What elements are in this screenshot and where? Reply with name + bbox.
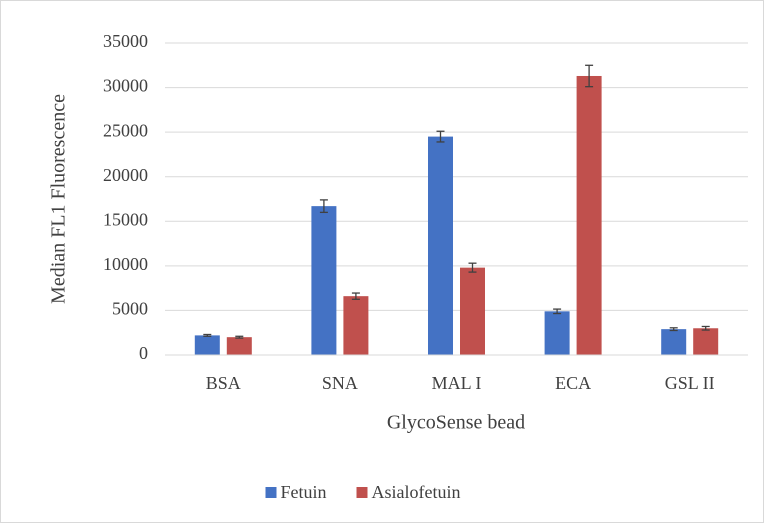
y-tick-label: 5000 [112,299,148,319]
error-bar [585,64,594,88]
bar [311,206,337,355]
y-tick-label: 15000 [103,209,148,229]
error-bar [436,130,445,143]
bar [661,329,687,355]
x-axis-title: GlycoSense bead [387,412,525,434]
error-bar [669,327,678,332]
y-tick-label: 10000 [103,254,148,274]
y-tick-label: 35000 [103,31,148,51]
bar [544,311,570,355]
bar [194,335,220,355]
bar [343,296,369,355]
y-tick-label: 0 [139,343,148,363]
error-bar [203,333,212,337]
error-bar [701,325,710,331]
legend-label: Asialofetuin [372,482,461,502]
bar [576,75,602,356]
legend-swatch [356,487,368,498]
x-tick-label: ECA [555,373,591,393]
y-axis-title: Median FL1 Fluorescence [48,94,70,304]
error-bar [468,262,477,273]
x-tick-label: SNA [322,373,358,393]
x-tick-label: BSA [206,373,241,393]
x-tick-label: GSL II [665,373,715,393]
error-bar [235,335,244,339]
legend-swatch [265,487,277,498]
y-tick-label: 20000 [103,165,148,185]
error-bar [553,308,562,315]
x-tick-label: MAL I [432,373,482,393]
bar [460,267,485,355]
y-tick-label: 30000 [103,76,148,96]
bar [428,136,453,355]
bar [693,328,719,355]
error-bar [319,199,328,214]
legend-label: Fetuin [281,482,327,502]
bar [226,337,252,355]
error-bar [351,292,360,300]
y-tick-label: 25000 [103,120,148,140]
